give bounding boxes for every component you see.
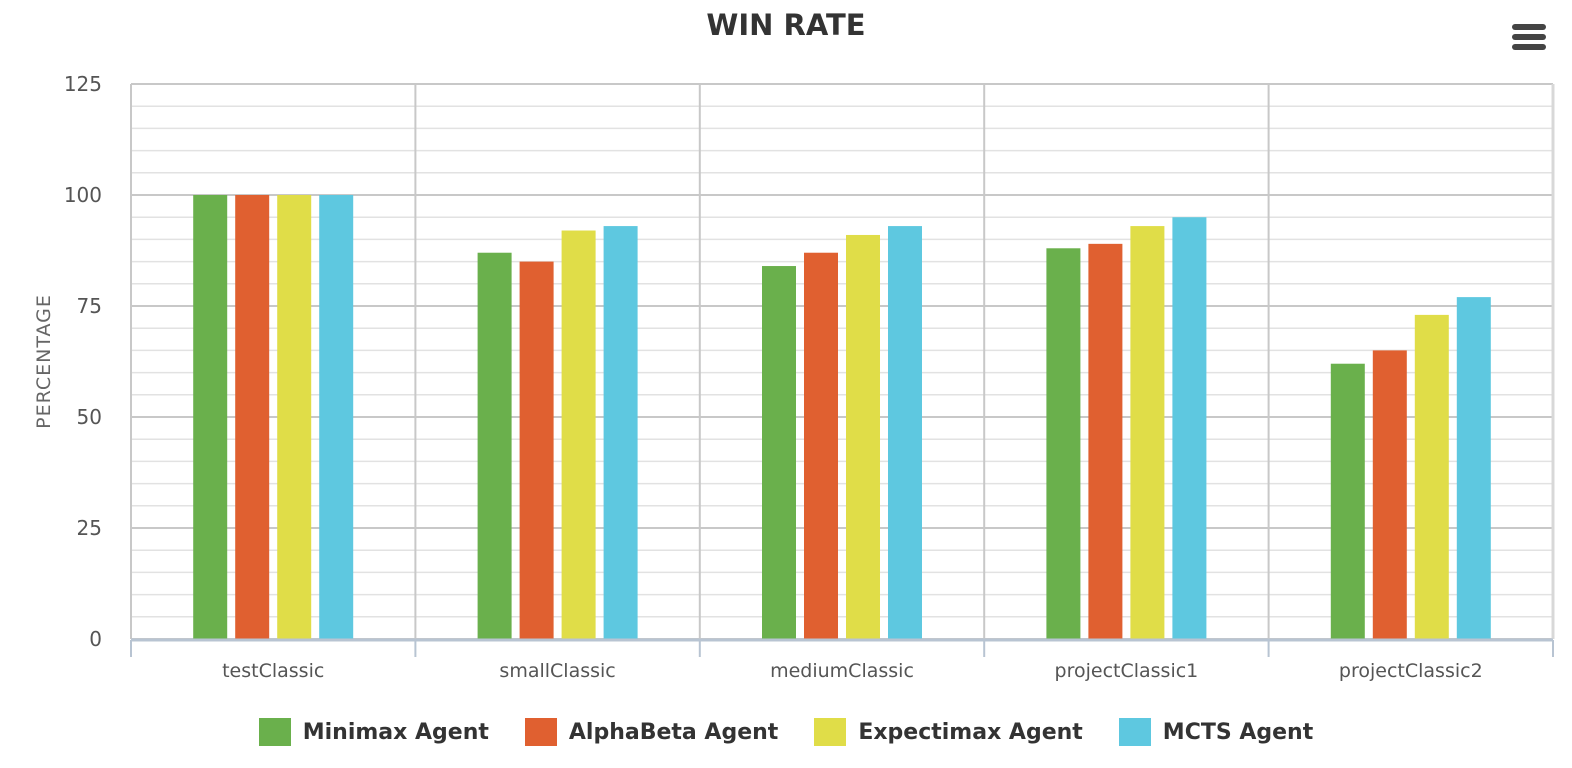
x-category-label: projectClassic2 [1339, 660, 1483, 682]
y-tick-label: 0 [89, 627, 102, 651]
chart-title: WIN RATE [706, 8, 866, 42]
bar-minimax-agent-testClassic [193, 195, 228, 639]
bar-minimax-agent-projectClassic2 [1330, 363, 1365, 639]
bar-alphabeta-agent-projectClassic2 [1372, 350, 1407, 639]
y-tick-label: 125 [64, 72, 102, 96]
menu-bar [1512, 44, 1546, 50]
bar-mcts-agent-projectClassic2 [1456, 297, 1491, 639]
menu-bar [1512, 34, 1546, 40]
legend-label: Expectimax Agent [858, 719, 1083, 745]
x-category-label: smallClassic [499, 660, 615, 682]
legend-swatch [1118, 718, 1151, 746]
legend-item[interactable]: MCTS Agent [1118, 718, 1314, 746]
bar-expectimax-agent-projectClassic1 [1130, 226, 1165, 639]
y-axis-title: PERCENTAGE [33, 294, 55, 429]
legend-label: AlphaBeta Agent [568, 719, 779, 745]
bar-minimax-agent-mediumClassic [762, 266, 796, 639]
bar-alphabeta-agent-smallClassic [519, 261, 554, 639]
legend-item[interactable]: Minimax Agent [258, 718, 489, 746]
y-tick-label: 100 [64, 183, 102, 207]
x-category-label: projectClassic1 [1055, 660, 1199, 682]
legend-swatch [524, 718, 557, 746]
bar-mcts-agent-smallClassic [603, 226, 638, 639]
bar-expectimax-agent-mediumClassic [846, 234, 880, 639]
bar-alphabeta-agent-testClassic [235, 195, 270, 639]
x-category-label: mediumClassic [770, 660, 914, 682]
bar-expectimax-agent-smallClassic [561, 230, 596, 639]
bar-alphabeta-agent-projectClassic1 [1088, 243, 1123, 639]
bar-mcts-agent-mediumClassic [888, 226, 922, 639]
legend-swatch [814, 718, 847, 746]
x-category-label: testClassic [222, 660, 324, 682]
y-tick-label: 50 [77, 405, 102, 429]
bar-expectimax-agent-projectClassic2 [1414, 314, 1449, 639]
bar-minimax-agent-projectClassic1 [1046, 248, 1081, 639]
legend-swatch [258, 718, 291, 746]
chart-legend: Minimax Agent AlphaBeta Agent Expectimax A… [0, 718, 1572, 746]
hamburger-menu-icon[interactable] [1510, 22, 1548, 52]
bar-mcts-agent-testClassic [319, 195, 354, 639]
bar-mcts-agent-projectClassic1 [1172, 217, 1207, 639]
bar-chart: 0 25 50 75 100 125 testClassic smallClassic medi… [33, 72, 1555, 682]
legend-label: Minimax Agent [302, 719, 489, 745]
bar-expectimax-agent-testClassic [277, 195, 312, 639]
legend-item[interactable]: AlphaBeta Agent [524, 718, 779, 746]
bar-alphabeta-agent-mediumClassic [804, 252, 838, 639]
plot-area [131, 84, 1553, 639]
menu-bar [1512, 24, 1546, 30]
bar-minimax-agent-smallClassic [477, 252, 512, 639]
y-tick-label: 25 [77, 516, 102, 540]
legend-label: MCTS Agent [1162, 719, 1314, 745]
legend-item[interactable]: Expectimax Agent [814, 718, 1083, 746]
y-tick-label: 75 [77, 294, 102, 318]
